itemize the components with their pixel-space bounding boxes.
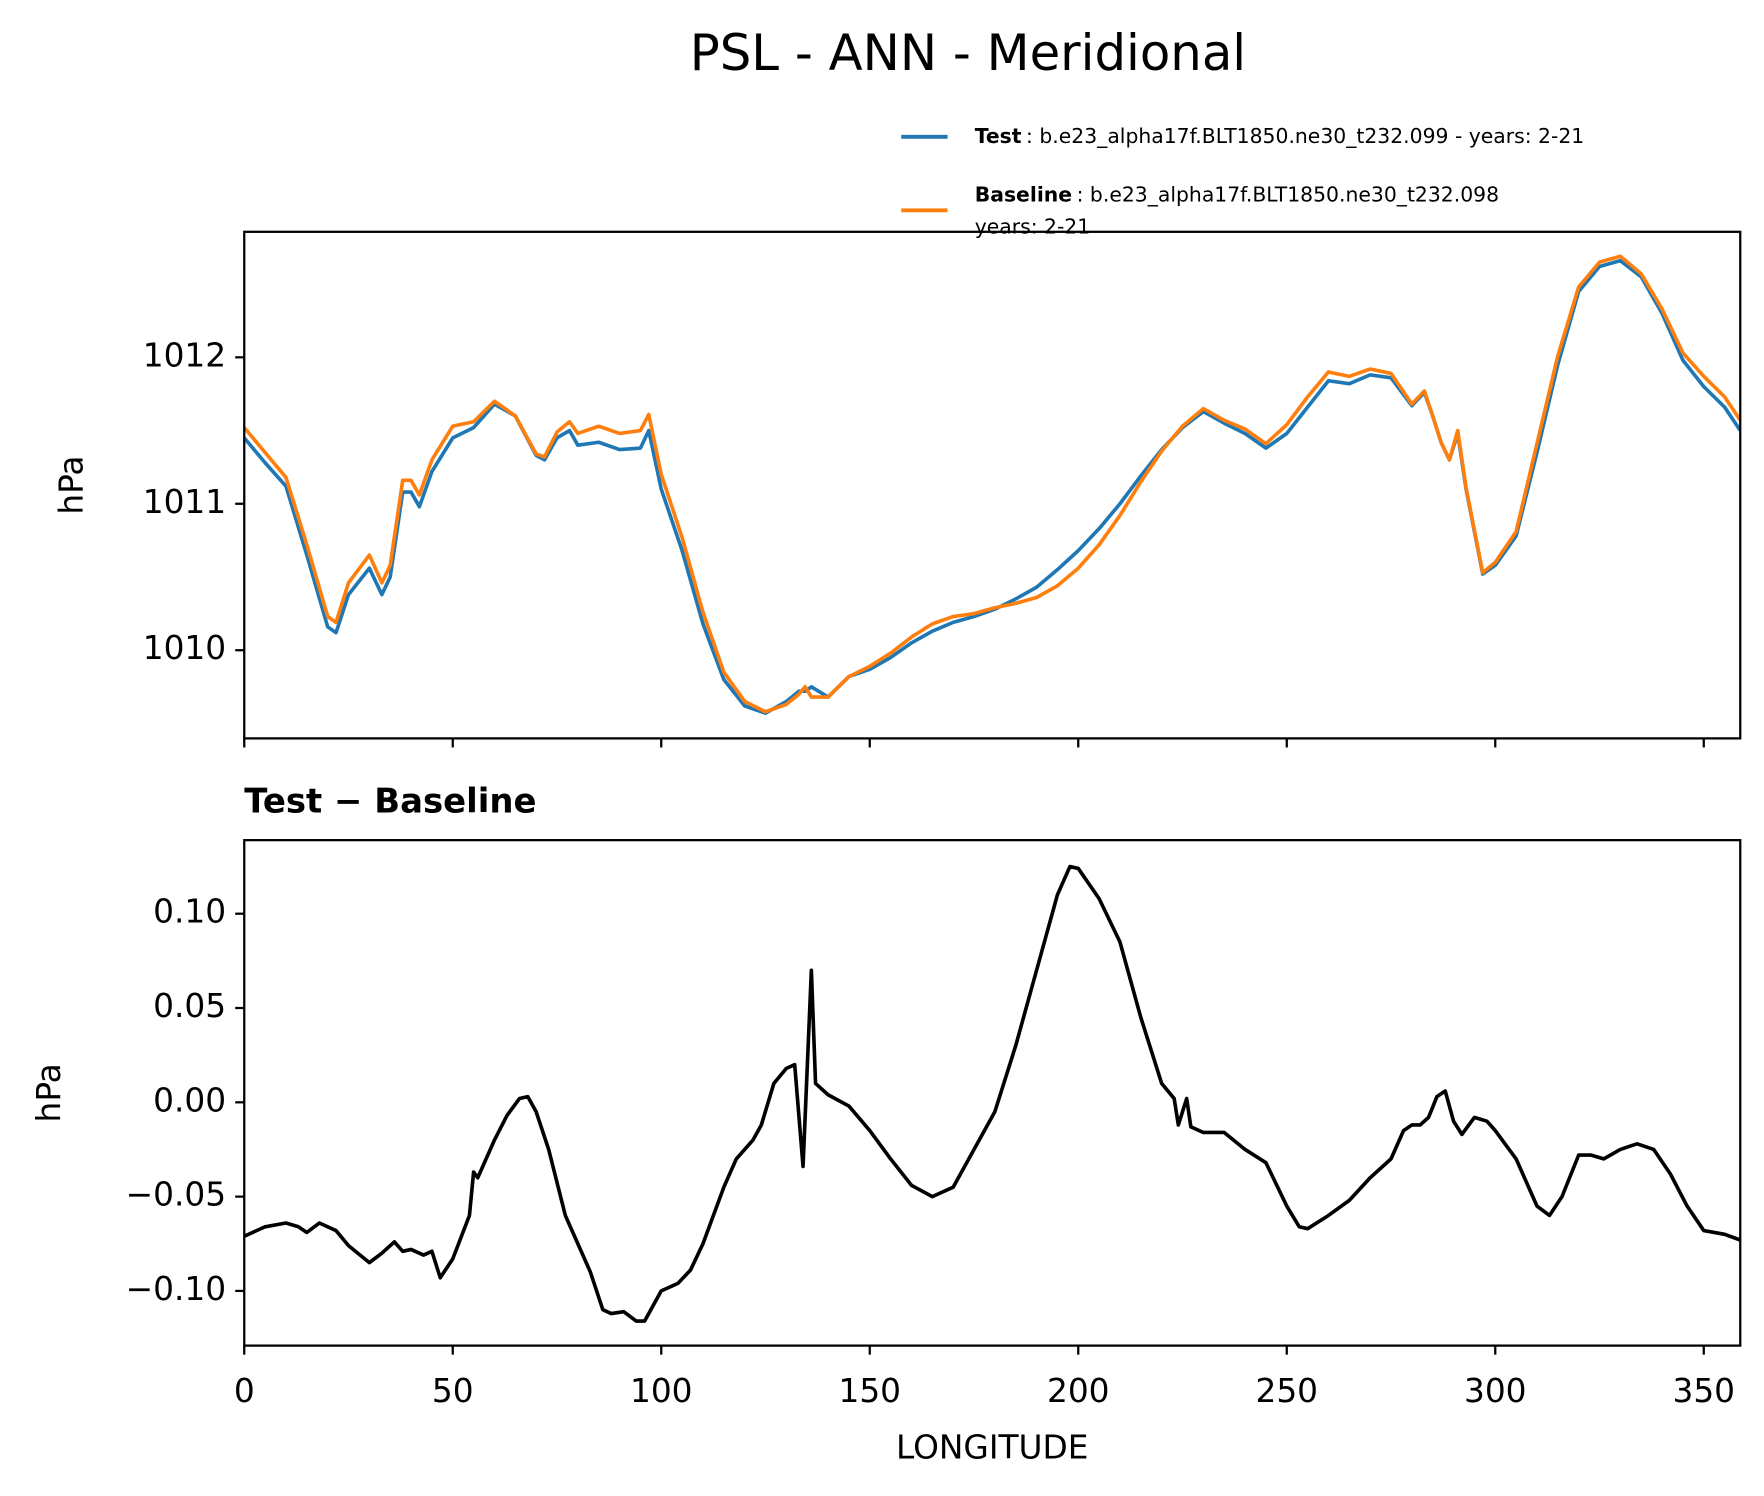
y-axis-label: hPa	[53, 456, 91, 515]
legend-description: : b.e23_alpha17f.BLT1850.ne30_t232.099 -…	[1026, 124, 1584, 149]
legend-description: : b.e23_alpha17f.BLT1850.ne30_t232.098	[1077, 183, 1499, 208]
x-tick-label: 250	[1255, 1372, 1318, 1410]
x-tick-label: 350	[1672, 1372, 1735, 1410]
y-tick-label: 1012	[143, 336, 226, 374]
x-tick-label: 50	[432, 1372, 474, 1410]
axes-title: Test − Baseline	[244, 781, 536, 820]
x-tick-label: 300	[1464, 1372, 1527, 1410]
x-tick-label: 100	[630, 1372, 693, 1410]
y-tick-label: −0.05	[126, 1176, 226, 1214]
legend-description: years: 2-21	[975, 214, 1090, 238]
y-tick-label: −0.10	[126, 1270, 226, 1308]
x-axis-label: LONGITUDE	[896, 1429, 1088, 1467]
y-tick-label: 0.05	[153, 987, 226, 1025]
y-tick-label: 1010	[143, 629, 226, 667]
y-tick-label: 0.10	[153, 893, 226, 931]
x-tick-label: 0	[234, 1372, 255, 1410]
x-tick-label: 200	[1047, 1372, 1110, 1410]
y-axis-label: hPa	[30, 1063, 68, 1122]
y-tick-label: 1011	[143, 483, 226, 521]
data-line	[244, 864, 1741, 1323]
figure-title: PSL - ANN - Meridional	[690, 24, 1246, 82]
data-line	[244, 254, 1741, 714]
data-line	[244, 258, 1741, 716]
axes-frame	[243, 230, 1742, 740]
legend-name: Baseline	[975, 183, 1072, 207]
x-tick-label: 150	[838, 1372, 901, 1410]
legend-name: Test	[975, 124, 1022, 148]
axes-frame	[243, 839, 1742, 1347]
y-tick-label: 0.00	[153, 1081, 226, 1119]
